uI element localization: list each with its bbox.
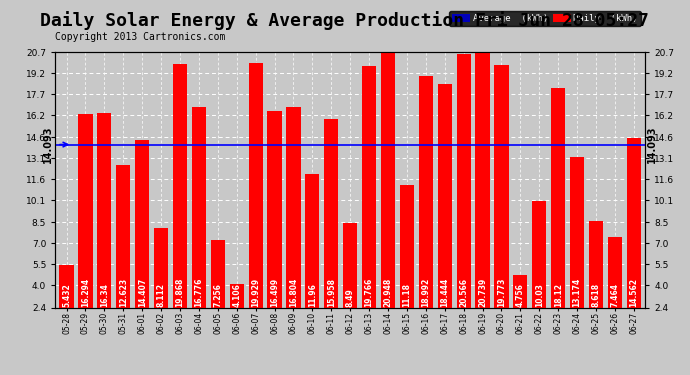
Text: 16.499: 16.499 (270, 278, 279, 307)
Text: 11.96: 11.96 (308, 283, 317, 307)
Text: 8.618: 8.618 (591, 283, 600, 307)
Bar (494, 65, 509, 308)
Text: 19.773: 19.773 (497, 278, 506, 307)
Bar (551, 88, 565, 308)
Text: 7.256: 7.256 (213, 283, 222, 307)
Text: 14.093: 14.093 (647, 126, 657, 164)
Text: 5.432: 5.432 (62, 283, 71, 307)
Bar (97, 113, 112, 308)
Text: 18.992: 18.992 (422, 278, 431, 307)
Bar (173, 64, 187, 308)
Text: 12.623: 12.623 (119, 278, 128, 307)
Text: 8.112: 8.112 (157, 283, 166, 307)
Text: 15.958: 15.958 (327, 278, 336, 307)
Bar (268, 111, 282, 308)
Bar (589, 221, 603, 308)
Bar (230, 284, 244, 308)
Bar (210, 240, 225, 308)
Bar (324, 118, 338, 308)
Text: 14.562: 14.562 (629, 278, 638, 307)
Text: 11.18: 11.18 (402, 283, 411, 307)
Text: 19.868: 19.868 (175, 278, 184, 307)
Legend: Average  (kWh), Daily  (kWh): Average (kWh), Daily (kWh) (449, 11, 640, 26)
Bar (532, 201, 546, 308)
Text: 20.948: 20.948 (384, 278, 393, 307)
Bar (286, 107, 301, 307)
Bar (59, 265, 74, 308)
Bar (608, 237, 622, 308)
Text: 16.804: 16.804 (289, 278, 298, 307)
Bar (79, 114, 92, 308)
Text: 10.03: 10.03 (535, 283, 544, 307)
Bar (154, 228, 168, 308)
Text: 14.407: 14.407 (138, 278, 147, 307)
Text: 19.766: 19.766 (364, 278, 373, 307)
Bar (305, 174, 319, 308)
Bar (116, 165, 130, 308)
Text: 14.093: 14.093 (43, 126, 53, 164)
Text: 18.12: 18.12 (553, 283, 562, 307)
Text: 16.294: 16.294 (81, 278, 90, 307)
Bar (475, 52, 490, 308)
Text: Daily Solar Energy & Average Production Fri Jun 28 05:27: Daily Solar Energy & Average Production … (41, 11, 649, 30)
Text: 20.739: 20.739 (478, 278, 487, 307)
Text: 18.444: 18.444 (440, 278, 449, 307)
Bar (192, 107, 206, 308)
Bar (343, 223, 357, 308)
Bar (248, 63, 263, 308)
Text: 13.174: 13.174 (573, 278, 582, 307)
Text: 4.756: 4.756 (516, 283, 525, 307)
Bar (513, 274, 527, 308)
Text: 7.464: 7.464 (611, 283, 620, 307)
Text: 19.929: 19.929 (251, 278, 260, 307)
Text: 4.106: 4.106 (233, 283, 241, 307)
Bar (627, 138, 641, 308)
Bar (570, 158, 584, 308)
Text: 16.34: 16.34 (100, 283, 109, 307)
Text: Copyright 2013 Cartronics.com: Copyright 2013 Cartronics.com (55, 32, 226, 42)
Bar (400, 185, 414, 308)
Bar (457, 54, 471, 307)
Bar (437, 84, 452, 308)
Bar (135, 140, 149, 308)
Bar (419, 76, 433, 308)
Bar (381, 49, 395, 308)
Bar (362, 66, 376, 308)
Text: 16.776: 16.776 (195, 278, 204, 307)
Text: 20.566: 20.566 (459, 278, 468, 307)
Text: 8.49: 8.49 (346, 288, 355, 307)
